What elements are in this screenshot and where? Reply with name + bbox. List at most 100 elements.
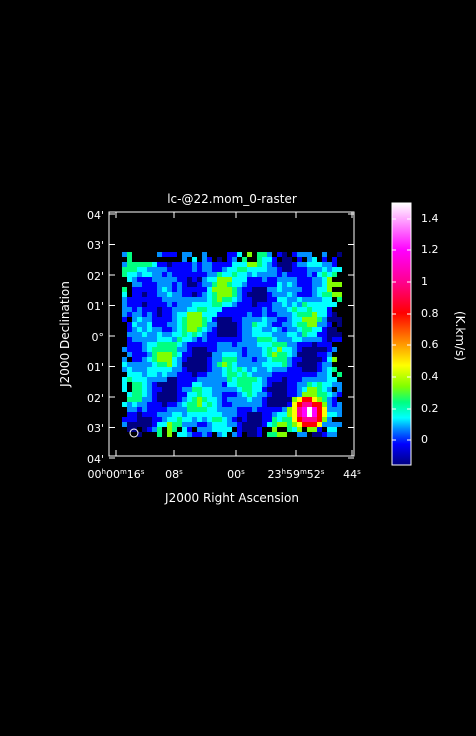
raster-pixel	[167, 427, 172, 432]
raster-pixel	[277, 322, 282, 327]
raster-pixel	[277, 252, 282, 257]
raster-pixel	[287, 402, 292, 407]
raster-pixel	[302, 287, 307, 292]
raster-pixel	[152, 347, 157, 352]
raster-pixel	[197, 267, 202, 272]
raster-pixel	[267, 272, 272, 277]
raster-pixel	[327, 427, 332, 432]
raster-pixel	[147, 382, 152, 387]
raster-pixel	[272, 287, 277, 292]
raster-pixel	[282, 357, 287, 362]
raster-pixel	[262, 282, 267, 287]
raster-pixel	[152, 327, 157, 332]
raster-pixel	[192, 322, 197, 327]
raster-pixel	[297, 417, 302, 422]
raster-pixel	[132, 327, 137, 332]
raster-pixel	[212, 377, 217, 382]
raster-pixel	[182, 407, 187, 412]
raster-pixel	[267, 282, 272, 287]
raster-pixel	[277, 307, 282, 312]
raster-pixel	[192, 387, 197, 392]
raster-pixel	[307, 307, 312, 312]
raster-pixel	[322, 312, 327, 317]
raster-pixel	[142, 377, 147, 382]
raster-pixel	[157, 382, 162, 387]
raster-pixel	[252, 392, 257, 397]
raster-pixel	[277, 422, 282, 427]
raster-pixel	[152, 282, 157, 287]
raster-pixel	[312, 307, 317, 312]
raster-pixel	[327, 302, 332, 307]
raster-pixel	[237, 332, 242, 337]
raster-pixel	[147, 307, 152, 312]
raster-pixel	[222, 392, 227, 397]
raster-pixel	[152, 317, 157, 322]
raster-pixel	[237, 287, 242, 292]
raster-pixel	[227, 282, 232, 287]
raster-pixel	[242, 332, 247, 337]
raster-pixel	[312, 357, 317, 362]
raster-pixel	[142, 272, 147, 277]
raster-pixel	[162, 292, 167, 297]
raster-pixel	[242, 282, 247, 287]
raster-pixel	[127, 252, 132, 257]
raster-pixel	[292, 252, 297, 257]
raster-pixel	[127, 407, 132, 412]
raster-pixel	[192, 342, 197, 347]
colorbar-ticks	[392, 218, 411, 441]
raster-pixel	[317, 312, 322, 317]
raster-pixel	[152, 372, 157, 377]
raster-pixel	[252, 427, 257, 432]
raster-pixel	[297, 312, 302, 317]
raster-pixel	[152, 272, 157, 277]
raster-pixel	[162, 272, 167, 277]
raster-pixel	[162, 302, 167, 307]
raster-pixel	[247, 397, 252, 402]
raster-pixel	[167, 367, 172, 372]
raster-pixel	[142, 307, 147, 312]
raster-pixel	[292, 312, 297, 317]
raster-pixel	[252, 292, 257, 297]
raster-pixel	[332, 392, 337, 397]
raster-pixel	[257, 327, 262, 332]
raster-pixel	[172, 287, 177, 292]
raster-pixel	[307, 362, 312, 367]
raster-pixel	[232, 277, 237, 282]
raster-pixel	[247, 347, 252, 352]
raster-pixel	[272, 412, 277, 417]
raster-pixel	[212, 332, 217, 337]
raster-pixel	[292, 387, 297, 392]
raster-pixel	[207, 362, 212, 367]
raster-pixel	[272, 427, 277, 432]
raster-pixel	[152, 267, 157, 272]
raster-pixel	[127, 412, 132, 417]
raster-pixel	[307, 257, 312, 262]
raster-pixel	[302, 417, 307, 422]
raster-pixel	[212, 322, 217, 327]
raster-pixel	[192, 402, 197, 407]
y-axis-label: J2000 Declination	[58, 281, 72, 388]
raster-pixel	[317, 377, 322, 382]
raster-pixel	[337, 407, 342, 412]
raster-pixel	[287, 337, 292, 342]
raster-pixel	[247, 287, 252, 292]
raster-pixel	[167, 352, 172, 357]
raster-pixel	[137, 297, 142, 302]
raster-pixel	[302, 347, 307, 352]
raster-pixel	[237, 377, 242, 382]
raster-pixel	[122, 347, 127, 352]
colorbar-label: (K.km/s)	[453, 311, 467, 361]
raster-pixel	[317, 402, 322, 407]
raster-pixel	[327, 322, 332, 327]
raster-pixel	[292, 407, 297, 412]
raster-pixel	[192, 307, 197, 312]
raster-pixel	[247, 372, 252, 377]
raster-pixel	[132, 292, 137, 297]
raster-pixel	[162, 422, 167, 427]
raster-pixel	[337, 297, 342, 302]
raster-pixel	[157, 292, 162, 297]
raster-pixel	[227, 412, 232, 417]
raster-pixel	[167, 377, 172, 382]
raster-pixel	[277, 292, 282, 297]
raster-pixel	[177, 322, 182, 327]
